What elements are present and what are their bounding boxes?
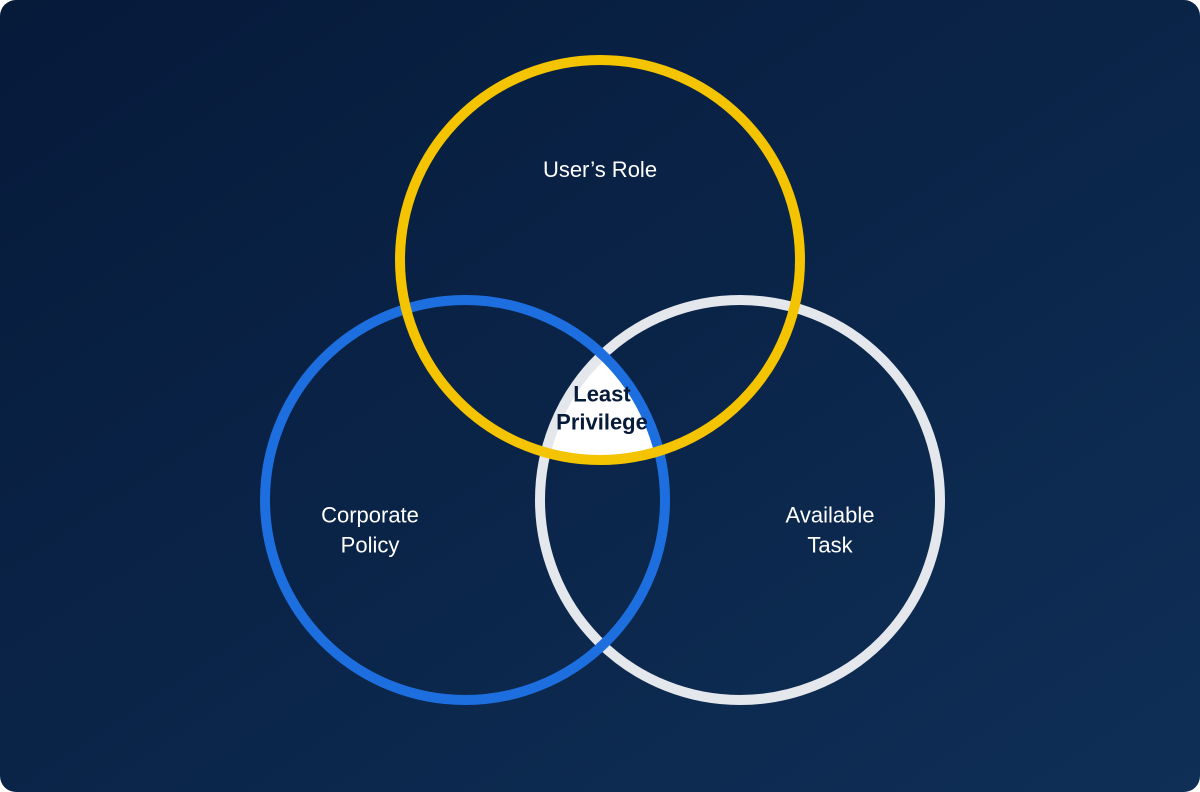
label-corporate-policy: Corporate Policy: [321, 500, 419, 559]
label-least-privilege: Least Privilege: [556, 381, 648, 436]
venn-diagram-canvas: User’s Role Corporate Policy Available T…: [0, 0, 1200, 792]
label-users-role: User’s Role: [543, 155, 657, 185]
label-available-task: Available Task: [786, 500, 875, 559]
